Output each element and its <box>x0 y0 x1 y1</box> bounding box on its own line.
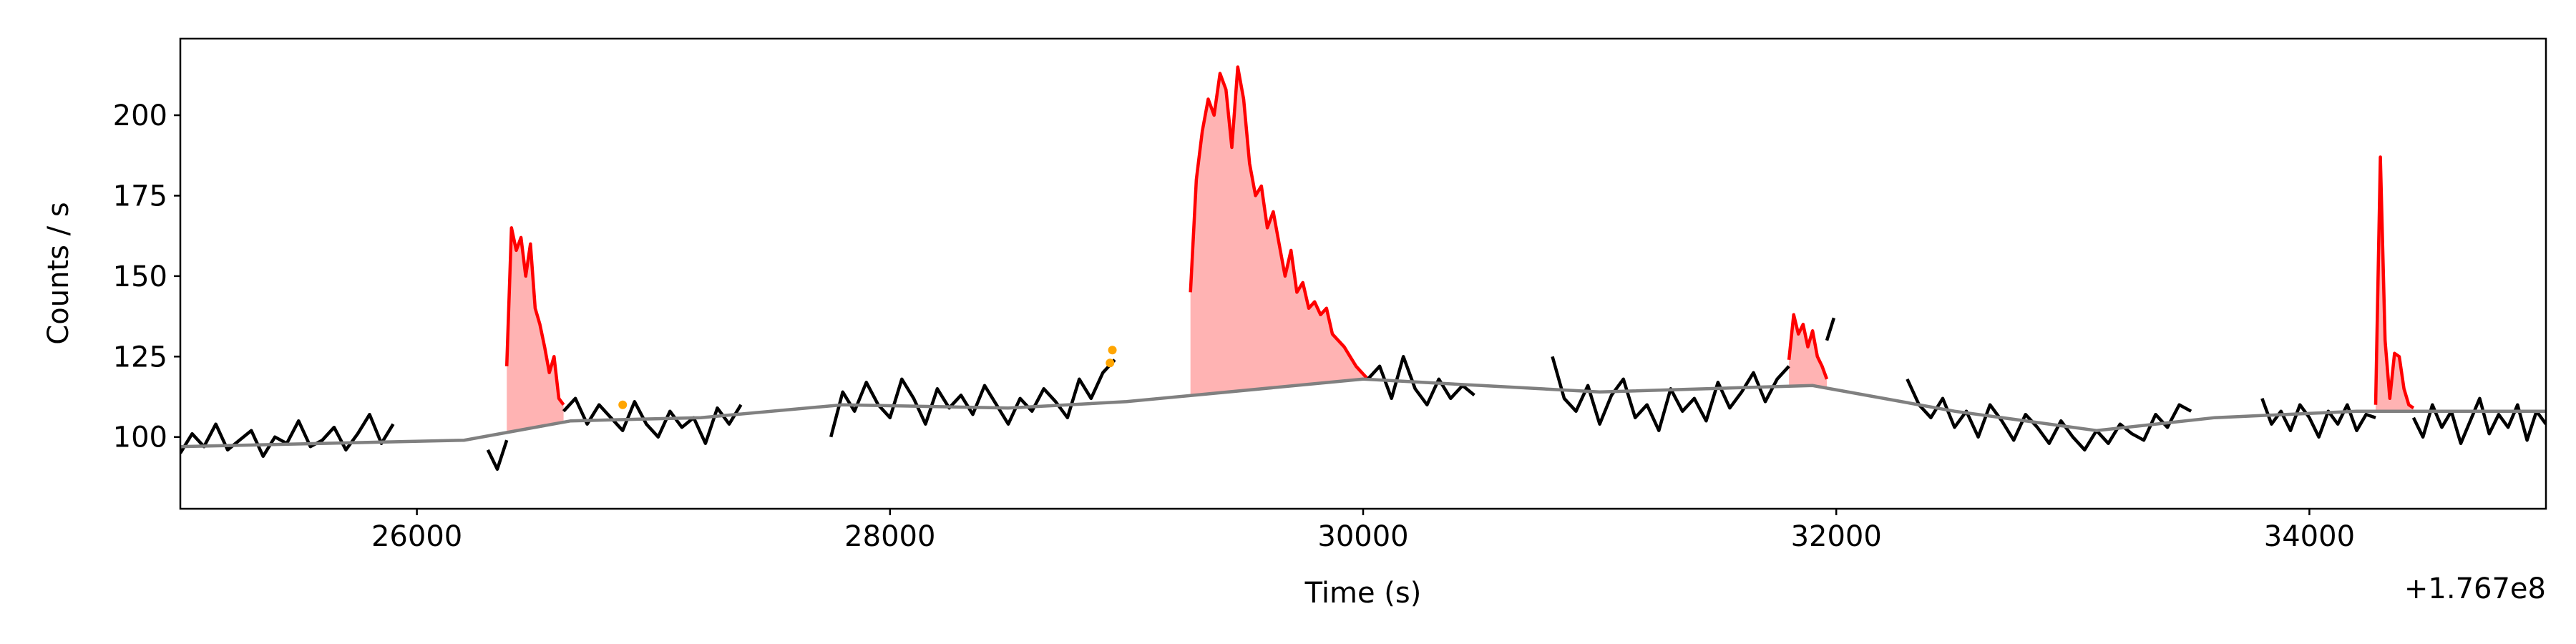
light-curve <box>1825 317 1836 341</box>
x-tick-label: 30000 <box>1317 520 1408 553</box>
light-curve <box>562 396 743 445</box>
flare-fill <box>1789 314 1827 389</box>
light-curve <box>1906 378 2192 452</box>
x-offset-label: +1.767e8 <box>2404 572 2546 605</box>
flare-fill <box>507 228 564 433</box>
y-tick-label: 150 <box>113 260 167 293</box>
flare-line <box>1787 313 1829 380</box>
x-tick-label: 32000 <box>1791 520 1882 553</box>
background-line <box>180 377 2546 449</box>
flare-line <box>1189 65 1370 381</box>
light-curve <box>2260 398 2376 439</box>
y-tick-label: 200 <box>113 99 167 132</box>
x-axis-label: Time (s) <box>1304 577 1422 610</box>
point <box>1108 346 1117 355</box>
y-tick-label: 175 <box>113 180 167 213</box>
flare-line <box>504 226 565 406</box>
x-tick-label: 26000 <box>371 520 462 553</box>
y-axis-label: Counts / s <box>42 202 75 344</box>
x-tick-label: 28000 <box>844 520 935 553</box>
point <box>618 400 628 409</box>
light-curve <box>1366 355 1475 406</box>
y-tick-label: 100 <box>113 421 167 454</box>
x-tick-label: 34000 <box>2264 520 2355 553</box>
plot-area <box>180 65 2546 471</box>
point <box>1106 358 1115 368</box>
y-tick-label: 125 <box>113 341 167 374</box>
light-curve <box>486 439 509 471</box>
flare-line <box>2373 155 2415 410</box>
